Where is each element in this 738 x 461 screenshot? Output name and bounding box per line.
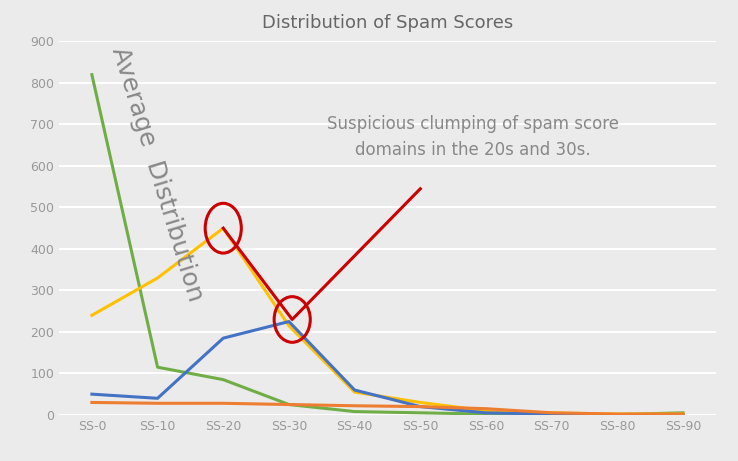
Text: Average  Distribution: Average Distribution	[107, 44, 208, 304]
Text: Suspicious clumping of spam score
domains in the 20s and 30s.: Suspicious clumping of spam score domain…	[327, 115, 619, 159]
Title: Distribution of Spam Scores: Distribution of Spam Scores	[262, 14, 513, 32]
